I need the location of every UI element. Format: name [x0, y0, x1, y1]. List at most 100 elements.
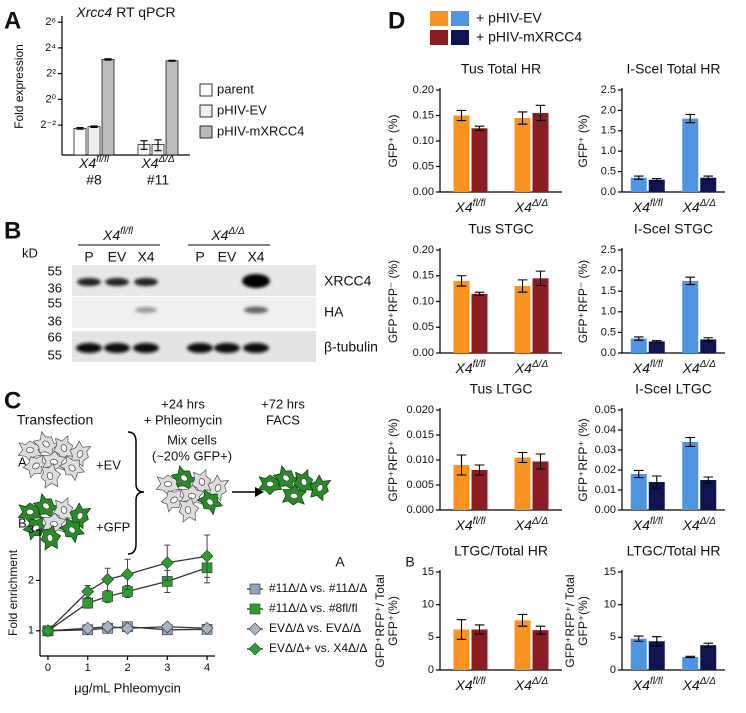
mix-label: (~20% GFP+): [152, 448, 232, 463]
bar: [630, 474, 647, 510]
step-label: Transfection: [17, 412, 94, 428]
blot-row-label: HA: [324, 304, 344, 320]
blot-group-base: X4: [210, 227, 228, 243]
y-tick-label: 10: [422, 599, 434, 611]
chart-title: I-SceI LTGC: [635, 381, 712, 397]
category-sup: Δ/Δ: [699, 198, 716, 209]
bar: [514, 457, 531, 510]
error-bar: [474, 291, 485, 296]
bar: [648, 341, 665, 353]
x-tick-label: 3: [164, 662, 170, 674]
y-tick-label: 0.02: [595, 464, 616, 476]
bar: [471, 629, 488, 670]
title-rest: RT qPCR: [116, 4, 175, 20]
category-base: X4: [455, 199, 473, 215]
marker-label: 55: [48, 295, 62, 310]
bar: [532, 112, 549, 192]
category-note: #11: [147, 172, 170, 188]
band: [133, 343, 159, 353]
y-axis-label: GFP⁺RFP⁺ (%): [576, 418, 590, 501]
legend-label: + pHIV-EV: [476, 10, 542, 26]
band: [244, 306, 268, 314]
series-line: [47, 555, 208, 632]
title-gene: Xrcc4: [75, 4, 112, 20]
category-base: X4: [514, 360, 532, 376]
error-bar: [474, 624, 485, 635]
error-bar: [535, 270, 546, 287]
error-bar: [456, 454, 467, 476]
marker: [81, 585, 95, 598]
panel-letter: B: [4, 217, 21, 244]
marker: [160, 620, 174, 634]
blot-row-label: β-tubulin: [324, 339, 378, 355]
legend-swatch: [451, 30, 469, 45]
category-label: X4fl/fl: [455, 516, 487, 533]
category-label: X4fl/fl: [455, 359, 487, 376]
y-tick-label: 2.0: [601, 265, 616, 277]
error-bar: [76, 126, 84, 130]
brace: [127, 431, 145, 555]
category-base: X4: [682, 677, 700, 693]
category-label: X4fl/fl: [455, 198, 487, 215]
error-bar: [104, 58, 112, 61]
legend-label: pHIV-mXRCC4: [217, 123, 304, 138]
category-sup: Δ/Δ: [699, 359, 716, 370]
x-tick-label: 1: [85, 662, 91, 674]
band: [214, 343, 240, 353]
y-axis-label: GFP⁺ (%): [576, 114, 590, 167]
bar: [101, 59, 115, 156]
category-label: X4Δ/Δ: [514, 359, 549, 376]
y-tick-label: 3: [28, 524, 34, 536]
marker: [249, 603, 261, 615]
marker: [101, 572, 115, 586]
error-bar: [685, 276, 696, 286]
y-tick-label: 2.0: [601, 104, 616, 116]
y-tick-label: 1.0: [601, 145, 616, 157]
bar: [630, 638, 647, 670]
blot-group: X4Δ/Δ: [210, 226, 245, 243]
bar: [630, 338, 647, 353]
category-label: X4fl/fl: [455, 676, 487, 693]
y-tick-label: 2⁶: [45, 16, 56, 28]
y-tick-label: 0.20: [413, 84, 434, 96]
error-bar: [651, 177, 662, 182]
blot-group-sup: fl/fl: [120, 226, 134, 237]
marker: [200, 549, 214, 563]
bar: [453, 115, 470, 192]
band: [104, 343, 130, 353]
category-base: X4: [632, 517, 650, 533]
x-axis-label: μg/mL Phleomycin: [74, 680, 181, 695]
y-tick-label: 0.15: [413, 109, 434, 121]
marker: [81, 621, 95, 635]
category-label: X4Δ/Δ: [514, 676, 549, 693]
band: [77, 278, 101, 286]
category-base: X4: [632, 360, 650, 376]
legend-label: EVΔ/Δ+ vs. X4Δ/Δ: [269, 641, 367, 655]
chart-title: LTGC/Total HR: [627, 543, 721, 559]
band: [105, 278, 129, 286]
y-axis-label: GFP⁺RFP⁻ (%): [386, 260, 400, 343]
y-tick-label: 2⁰: [45, 93, 56, 105]
marker-label: 55: [48, 263, 62, 278]
legend-swatch: [430, 30, 448, 45]
marker-label: 36: [48, 313, 62, 328]
marker: [160, 556, 174, 570]
category-label: X4fl/fl: [632, 198, 664, 215]
chart-title: Tus LTGC: [469, 381, 532, 397]
legend-label: #11Δ/Δ vs. #8fl/fl: [269, 601, 358, 615]
category-sup: fl/fl: [650, 359, 664, 370]
legend-swatch: [199, 83, 213, 97]
x-tick-label: 4: [204, 662, 210, 674]
bar: [73, 128, 87, 156]
y-tick-label: 0.10: [413, 135, 434, 147]
chart-title: I-SceI STGC: [634, 221, 713, 237]
band: [76, 343, 102, 353]
legend-label: #11Δ/Δ vs. #11Δ/Δ: [269, 581, 367, 595]
category-base: X4: [632, 199, 650, 215]
population-label: A: [18, 454, 27, 469]
legend-swatch: [199, 125, 213, 139]
error-bar: [703, 476, 714, 484]
error-bar: [154, 139, 162, 152]
error-bar: [651, 636, 662, 647]
bar: [648, 179, 665, 192]
